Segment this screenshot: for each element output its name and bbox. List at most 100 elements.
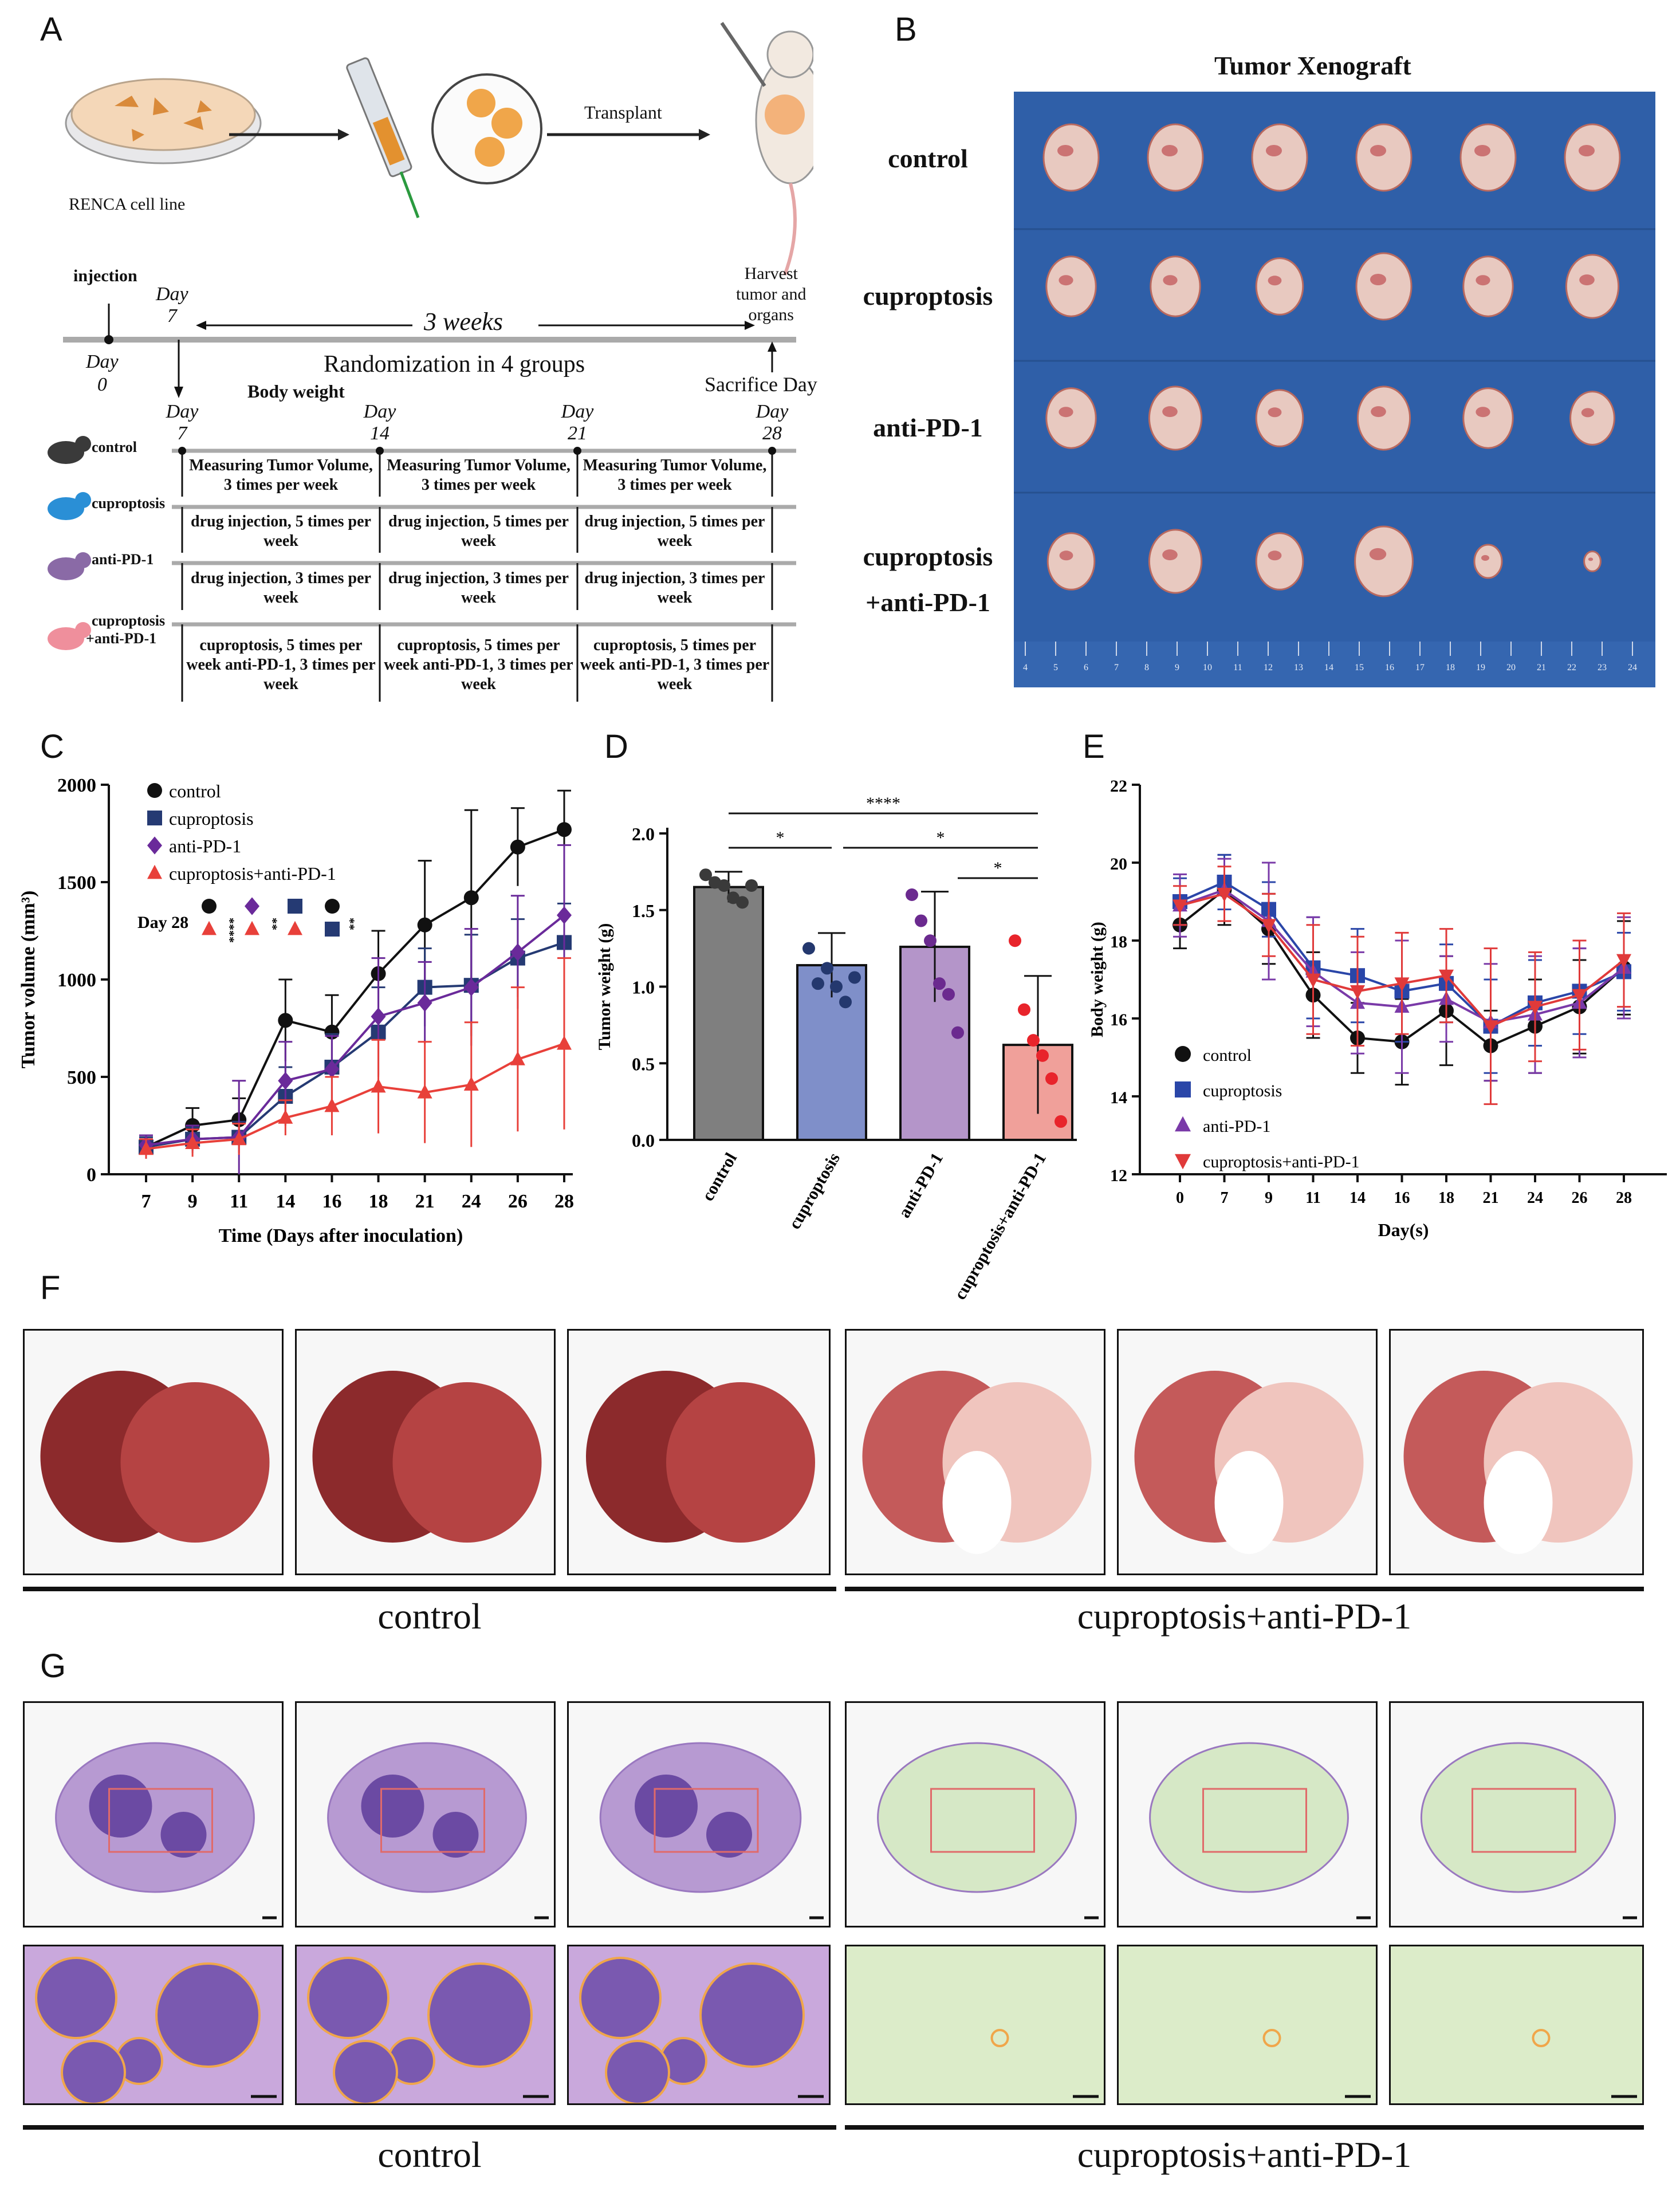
significance-label: ** bbox=[266, 918, 280, 930]
data-point bbox=[1483, 1020, 1498, 1034]
tissue-section bbox=[1149, 1742, 1349, 1893]
histology-overview bbox=[327, 1742, 549, 1919]
lung-photo bbox=[862, 1371, 1092, 1554]
data-point bbox=[1175, 1081, 1191, 1098]
x-tick-label: 28 bbox=[554, 1191, 574, 1212]
tumor-vessel bbox=[1370, 145, 1386, 156]
ruler-tick-label: 17 bbox=[1415, 663, 1425, 672]
x-tick-label: control bbox=[698, 1150, 741, 1204]
ruler-tick-label: 7 bbox=[1114, 663, 1119, 672]
legend-label: anti-PD-1 bbox=[1203, 1117, 1270, 1136]
tissue-section bbox=[877, 1742, 1077, 1893]
histology-zoom bbox=[569, 1946, 829, 2103]
y-tick-label: 16 bbox=[1110, 1010, 1127, 1029]
ruler-tick-label: 10 bbox=[1203, 663, 1212, 672]
y-axis-title: Body weight (g) bbox=[1088, 922, 1107, 1037]
data-point bbox=[942, 988, 955, 1001]
histology-overview bbox=[599, 1742, 824, 1919]
lung-photo-frame bbox=[295, 1329, 556, 1575]
histology-overview-frame bbox=[1117, 1701, 1378, 1927]
data-point bbox=[463, 1076, 479, 1091]
ruler bbox=[1014, 642, 1655, 687]
group-name: cuproptosis bbox=[92, 612, 166, 629]
tissue-section bbox=[1420, 1742, 1616, 1893]
legend-label: control bbox=[169, 781, 221, 801]
x-tick-label: 16 bbox=[1394, 1189, 1410, 1207]
data-point bbox=[1616, 954, 1631, 969]
day-label: Day 21 bbox=[554, 401, 600, 444]
day7-top-num: 7 bbox=[167, 305, 177, 327]
y-tick-label: 1.5 bbox=[632, 900, 655, 921]
xenograft-row-label: +anti-PD-1 bbox=[865, 588, 990, 617]
lung-photo bbox=[1403, 1371, 1633, 1554]
day-label-num: 21 bbox=[568, 423, 587, 444]
data-point bbox=[185, 1135, 200, 1149]
f-control-label: control bbox=[377, 1596, 482, 1637]
data-point bbox=[557, 906, 572, 925]
data-point bbox=[1018, 1003, 1030, 1016]
tumor-vessel bbox=[1268, 550, 1282, 561]
day-label-num: 28 bbox=[762, 423, 782, 444]
legend-label: cuproptosis bbox=[169, 808, 254, 829]
tumor-sample bbox=[1251, 123, 1308, 192]
cells-closeup-icon bbox=[431, 73, 542, 184]
data-point bbox=[202, 899, 217, 914]
panel-label-d: D bbox=[604, 728, 628, 765]
g-right-underline bbox=[845, 2125, 1644, 2130]
ruler-tick-label: 11 bbox=[1233, 663, 1242, 672]
histology-overview bbox=[877, 1742, 1099, 1919]
data-point bbox=[1350, 985, 1365, 1000]
f-combo-label: cuproptosis+anti-PD-1 bbox=[1077, 1596, 1412, 1637]
schedule-cell: drug injection, 3 times per week bbox=[584, 569, 765, 607]
blue-cloth-background bbox=[1014, 92, 1655, 687]
series-3 bbox=[1173, 866, 1631, 1106]
histology-zoom-frame bbox=[23, 1945, 284, 2105]
day0-num: 0 bbox=[97, 374, 107, 395]
y-tick-label: 0 bbox=[86, 1165, 96, 1186]
data-point bbox=[1217, 888, 1232, 902]
data-point bbox=[802, 942, 815, 955]
data-point bbox=[924, 934, 937, 947]
x-tick-label: 18 bbox=[369, 1191, 388, 1212]
histology-zoom-frame bbox=[567, 1945, 831, 2105]
sacrifice-label: Sacrifice Day bbox=[705, 373, 817, 396]
data-point bbox=[417, 917, 432, 933]
legend-label: cuproptosis+anti-PD-1 bbox=[1203, 1152, 1360, 1171]
y-tick-label: 2000 bbox=[57, 775, 96, 796]
group-name: anti-PD-1 bbox=[92, 551, 154, 568]
y-tick-label: 0.5 bbox=[632, 1053, 655, 1074]
x-tick-label: 7 bbox=[141, 1191, 151, 1212]
panel-label-g: G bbox=[40, 1647, 66, 1685]
legend-label: anti-PD-1 bbox=[169, 836, 241, 856]
lung-photo bbox=[586, 1371, 815, 1543]
data-point bbox=[510, 839, 525, 855]
data-point bbox=[147, 864, 162, 879]
day-label: Day 14 bbox=[357, 401, 403, 444]
panel-label-f: F bbox=[40, 1269, 61, 1307]
tumor-volume-chart: 0 500 1000 1500 2000 7 9 11 14 16 18 21 24 26 28 Time (… bbox=[18, 775, 574, 1246]
histology-overview bbox=[1420, 1742, 1637, 1919]
day28-annotation: Day 28 bbox=[137, 913, 188, 932]
tumor-vessel bbox=[1059, 275, 1073, 286]
tumor-sample bbox=[1046, 532, 1096, 591]
histology-zoom-frame bbox=[1117, 1945, 1378, 2105]
y-tick-label: 14 bbox=[1110, 1088, 1127, 1107]
ruler-tick-label: 20 bbox=[1506, 663, 1516, 672]
ruler-tick-label: 13 bbox=[1294, 663, 1303, 672]
cell-line-label: RENCA cell line bbox=[69, 195, 186, 214]
panel-a-schematic bbox=[48, 22, 813, 702]
y-tick-label: 500 bbox=[67, 1067, 96, 1088]
y-tick-label: 12 bbox=[1110, 1166, 1127, 1185]
metastatic-nodule bbox=[635, 1775, 698, 1838]
tumor-sample bbox=[1150, 255, 1201, 317]
data-point bbox=[821, 962, 833, 975]
data-point bbox=[245, 921, 259, 935]
tumor-nodule-outline bbox=[333, 2040, 398, 2103]
tissue-section bbox=[327, 1742, 527, 1893]
metastatic-nodule bbox=[432, 1812, 479, 1858]
tumor-sample bbox=[1042, 123, 1100, 192]
series-line bbox=[145, 1043, 565, 1150]
tumor-vessel bbox=[1163, 275, 1178, 286]
panel-label-b: B bbox=[895, 11, 917, 48]
tumor-nodule-outline bbox=[699, 1962, 805, 2068]
